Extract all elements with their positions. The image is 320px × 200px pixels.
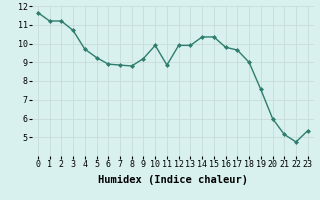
X-axis label: Humidex (Indice chaleur): Humidex (Indice chaleur) [98,175,248,185]
